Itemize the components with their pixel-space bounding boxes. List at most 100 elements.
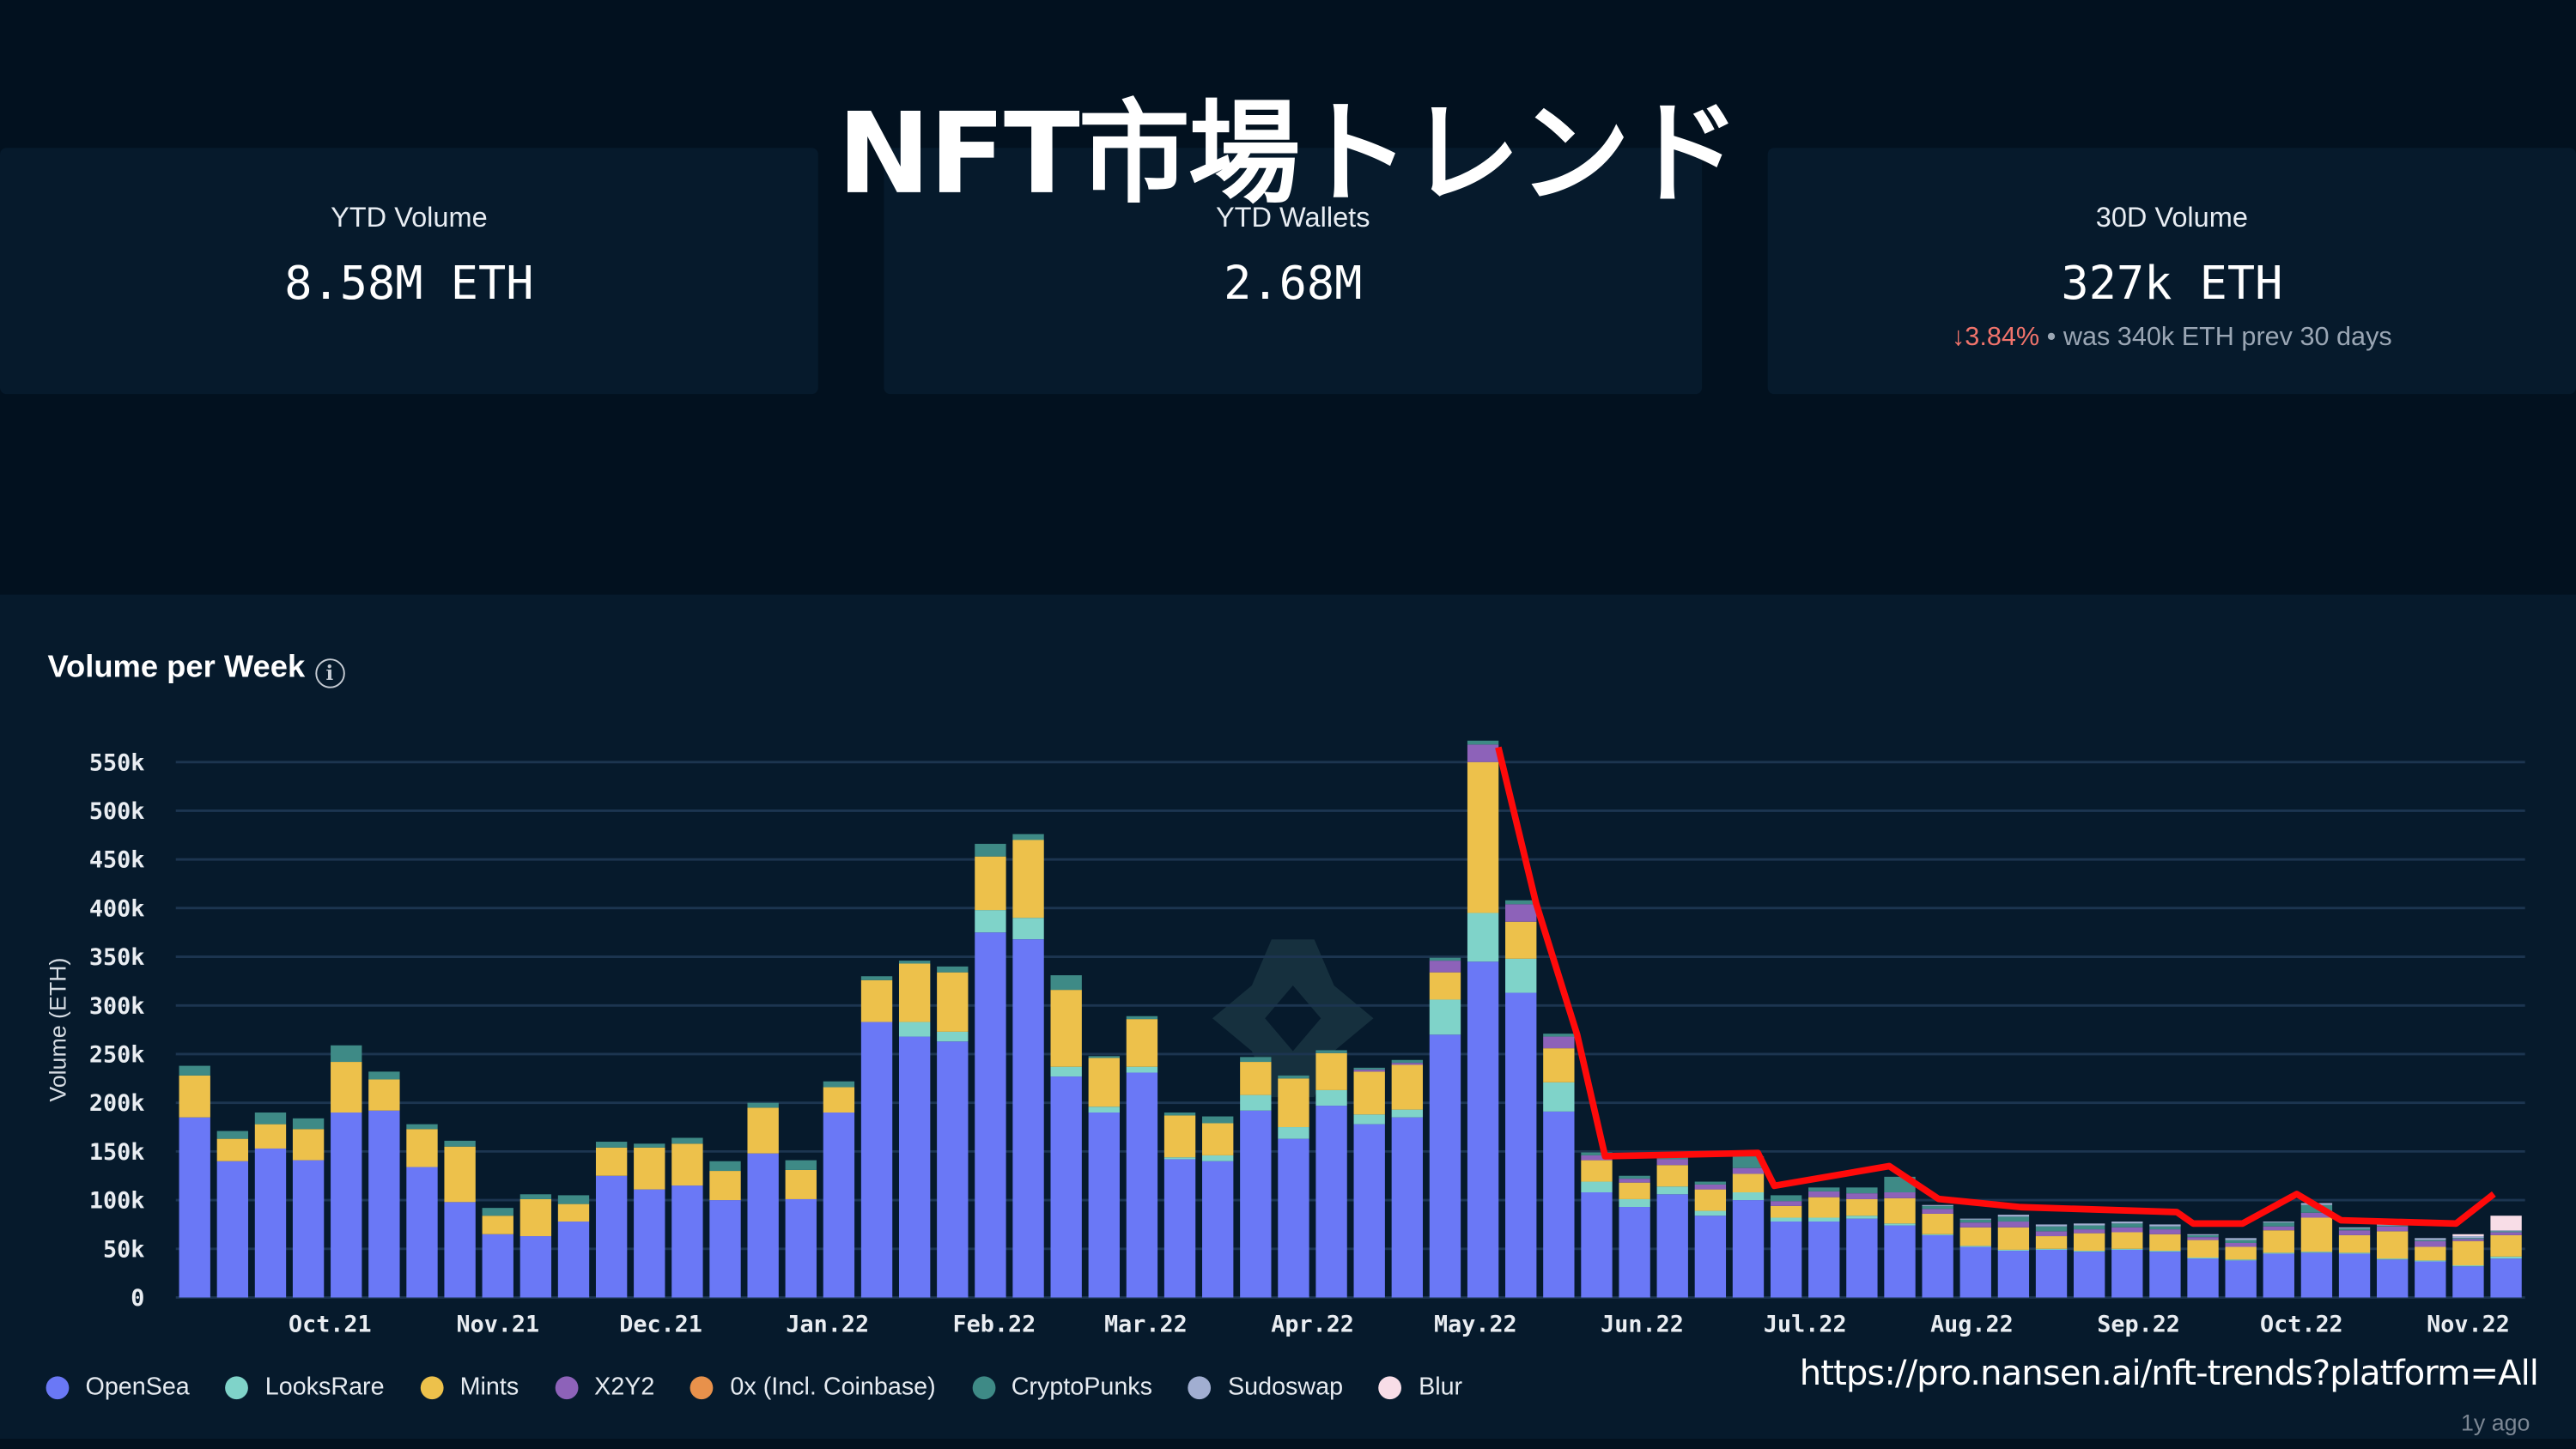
bar-week-57[interactable] xyxy=(2300,1203,2333,1298)
bar-week-59[interactable] xyxy=(2377,1223,2409,1298)
bar-week-17[interactable] xyxy=(785,1160,817,1298)
bar-segment-looksrare xyxy=(2452,1265,2484,1267)
bar-segment-mints xyxy=(1922,1213,1953,1234)
bar-week-14[interactable] xyxy=(671,1137,703,1298)
legend-item[interactable]: 0x (Incl. Coinbase) xyxy=(690,1373,936,1401)
legend-dot-icon xyxy=(555,1375,579,1399)
bar-week-41[interactable] xyxy=(1694,1181,1727,1298)
bar-week-5[interactable] xyxy=(331,1045,362,1298)
bar-week-30[interactable] xyxy=(1278,1075,1309,1298)
bar-week-26[interactable] xyxy=(1126,1016,1158,1298)
bar-week-43[interactable] xyxy=(1770,1195,1802,1298)
bar-week-15[interactable] xyxy=(709,1161,741,1298)
bar-week-53[interactable] xyxy=(2149,1224,2181,1298)
bar-week-28[interactable] xyxy=(1202,1116,1234,1298)
bar-week-46[interactable] xyxy=(1884,1176,1916,1298)
bar-week-1[interactable] xyxy=(179,1065,210,1298)
bar-week-36[interactable] xyxy=(1505,900,1537,1298)
bar-week-60[interactable] xyxy=(2415,1238,2446,1298)
bar-segment-x2y2 xyxy=(2073,1229,2105,1234)
bar-week-42[interactable] xyxy=(1732,1156,1765,1298)
bar-week-23[interactable] xyxy=(1012,834,1044,1298)
bar-week-49[interactable] xyxy=(1997,1215,2030,1298)
bar-week-20[interactable] xyxy=(898,961,931,1298)
bar-week-33[interactable] xyxy=(1391,1059,1424,1298)
bar-segment-opensea xyxy=(2415,1261,2446,1298)
bar-week-54[interactable] xyxy=(2187,1234,2219,1298)
bar-week-62[interactable] xyxy=(2490,1216,2522,1298)
bar-week-19[interactable] xyxy=(860,976,893,1298)
bar-week-24[interactable] xyxy=(1050,975,1082,1298)
bar-week-6[interactable] xyxy=(368,1071,400,1298)
bar-segment-mints xyxy=(937,972,969,1032)
bar-segment-cryptopunks xyxy=(331,1045,362,1063)
bar-segment-opensea xyxy=(1922,1234,1953,1298)
bar-week-27[interactable] xyxy=(1163,1113,1196,1298)
bar-segment-looksrare xyxy=(1922,1234,1953,1235)
info-icon[interactable]: i xyxy=(314,658,345,688)
bar-segment-opensea xyxy=(1315,1106,1347,1298)
bar-week-39[interactable] xyxy=(1619,1175,1650,1298)
bar-week-8[interactable] xyxy=(444,1140,476,1298)
legend-item[interactable]: LooksRare xyxy=(225,1373,385,1401)
bar-week-16[interactable] xyxy=(747,1102,779,1298)
bar-segment-opensea xyxy=(1694,1216,1727,1298)
bar-week-18[interactable] xyxy=(823,1081,855,1298)
bar-segment-looksrare xyxy=(1808,1217,1840,1222)
bar-week-32[interactable] xyxy=(1353,1067,1385,1298)
bar-week-3[interactable] xyxy=(254,1113,287,1298)
bar-segment-cryptopunks xyxy=(1202,1116,1234,1124)
bar-segment-cryptopunks xyxy=(1126,1016,1158,1020)
bar-week-48[interactable] xyxy=(1959,1218,1991,1298)
bar-segment-mints xyxy=(1315,1052,1347,1090)
bar-segment-cryptopunks xyxy=(2149,1226,2181,1230)
bar-week-13[interactable] xyxy=(634,1143,665,1298)
bar-week-40[interactable] xyxy=(1656,1155,1688,1298)
bar-week-37[interactable] xyxy=(1543,1034,1575,1298)
legend-item[interactable]: Mints xyxy=(420,1373,519,1401)
bar-week-50[interactable] xyxy=(2035,1224,2068,1298)
legend-item[interactable]: OpenSea xyxy=(46,1373,190,1401)
bar-segment-cryptopunks xyxy=(747,1102,779,1108)
bar-week-38[interactable] xyxy=(1581,1152,1613,1298)
bar-segment-opensea xyxy=(557,1222,590,1298)
y-tick-label: 200k xyxy=(89,1090,144,1117)
bar-week-9[interactable] xyxy=(482,1208,513,1298)
bar-week-58[interactable] xyxy=(2338,1227,2371,1298)
bar-week-2[interactable] xyxy=(216,1131,249,1298)
bar-week-21[interactable] xyxy=(937,966,969,1298)
legend-item[interactable]: Blur xyxy=(1379,1373,1462,1401)
y-tick-label: 400k xyxy=(89,895,144,922)
bar-week-31[interactable] xyxy=(1315,1050,1347,1298)
legend-dot-icon xyxy=(690,1375,714,1399)
bar-segment-cryptopunks xyxy=(709,1161,741,1172)
bar-week-51[interactable] xyxy=(2073,1223,2105,1298)
bar-segment-mints xyxy=(2338,1234,2371,1253)
bar-segment-cryptopunks xyxy=(937,966,969,973)
bar-week-34[interactable] xyxy=(1429,957,1461,1298)
bar-segment-opensea xyxy=(2035,1249,2068,1298)
bar-week-52[interactable] xyxy=(2111,1222,2143,1298)
bar-week-35[interactable] xyxy=(1467,740,1499,1298)
bar-week-25[interactable] xyxy=(1088,1056,1120,1298)
bar-week-12[interactable] xyxy=(595,1142,628,1298)
bar-segment-cryptopunks xyxy=(1012,834,1044,840)
bar-week-7[interactable] xyxy=(406,1124,438,1298)
bar-week-55[interactable] xyxy=(2225,1238,2257,1298)
bar-segment-mints xyxy=(1391,1064,1424,1110)
bar-week-4[interactable] xyxy=(292,1118,325,1298)
bar-week-61[interactable] xyxy=(2452,1234,2484,1298)
bar-segment-sudoswap xyxy=(2225,1238,2257,1240)
bar-week-11[interactable] xyxy=(557,1195,590,1298)
bar-week-29[interactable] xyxy=(1240,1057,1272,1298)
legend-item[interactable]: X2Y2 xyxy=(555,1373,654,1401)
bar-segment-opensea xyxy=(1581,1192,1613,1298)
bar-week-45[interactable] xyxy=(1846,1187,1878,1298)
legend-item[interactable]: CryptoPunks xyxy=(971,1373,1152,1401)
bar-week-47[interactable] xyxy=(1922,1204,1953,1298)
bar-week-56[interactable] xyxy=(2263,1222,2294,1298)
bar-week-22[interactable] xyxy=(975,844,1006,1298)
bar-week-44[interactable] xyxy=(1808,1187,1840,1298)
legend-item[interactable]: Sudoswap xyxy=(1188,1373,1343,1401)
bar-week-10[interactable] xyxy=(519,1194,552,1298)
